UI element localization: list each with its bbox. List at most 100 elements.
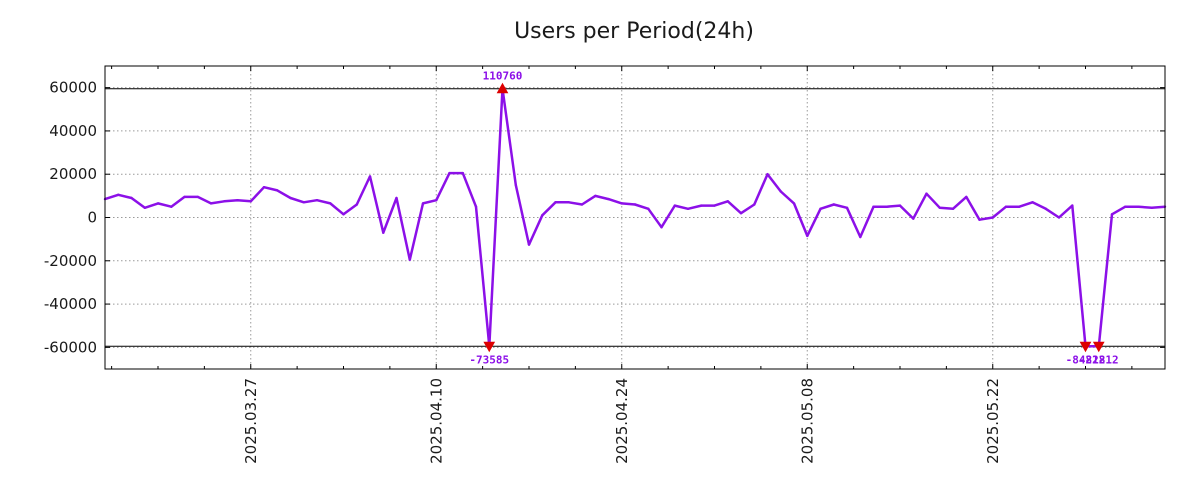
data-point bbox=[686, 207, 690, 210]
data-point bbox=[342, 213, 345, 216]
data-point bbox=[183, 195, 186, 199]
peak-marker bbox=[496, 82, 509, 94]
data-point bbox=[461, 171, 464, 175]
data-point bbox=[1137, 205, 1140, 208]
data-point bbox=[435, 199, 438, 202]
peak-marker bbox=[1079, 341, 1092, 353]
data-point bbox=[382, 231, 385, 234]
data-point bbox=[408, 258, 411, 261]
data-point bbox=[845, 206, 849, 209]
data-point bbox=[236, 199, 239, 202]
data-point bbox=[170, 205, 173, 208]
data-point bbox=[859, 235, 862, 239]
data-point bbox=[726, 200, 729, 203]
data-point bbox=[514, 183, 517, 187]
y-axis-labels: 60000 40000 20000 0 -20000 -40000 -60000 bbox=[44, 79, 97, 357]
data-point bbox=[806, 234, 809, 238]
y-tick-label: -40000 bbox=[44, 295, 97, 313]
data-point bbox=[395, 196, 398, 200]
data-point bbox=[143, 206, 146, 209]
y-tick-label: 20000 bbox=[49, 165, 97, 183]
data-point bbox=[925, 192, 928, 195]
data-point bbox=[700, 204, 703, 207]
data-point bbox=[1018, 205, 1021, 208]
data-point bbox=[541, 214, 544, 217]
peak-markers bbox=[483, 82, 1105, 353]
x-tick-label: 2025.04.10 bbox=[427, 378, 445, 464]
data-point bbox=[329, 202, 332, 205]
data-point bbox=[1057, 216, 1061, 219]
data-point bbox=[620, 202, 623, 205]
data-point bbox=[819, 207, 822, 210]
y-tick-label: -60000 bbox=[44, 338, 97, 356]
y-tick-label: 40000 bbox=[49, 122, 97, 140]
data-point bbox=[633, 203, 637, 206]
x-axis-labels: 2025.03.27 2025.04.10 2025.04.24 2025.05.08… bbox=[242, 378, 1002, 464]
data-point bbox=[368, 175, 372, 178]
data-point bbox=[196, 195, 199, 199]
data-point bbox=[302, 201, 305, 204]
grid bbox=[105, 66, 1165, 369]
data-point bbox=[991, 216, 994, 219]
annotation-label: -84222 bbox=[1066, 353, 1106, 366]
y-tick-label: -20000 bbox=[44, 252, 97, 270]
data-point bbox=[1110, 213, 1114, 216]
data-point bbox=[965, 195, 968, 199]
data-point bbox=[355, 203, 358, 206]
data-point bbox=[315, 199, 319, 202]
data-point bbox=[249, 200, 252, 203]
data-point bbox=[938, 206, 941, 209]
data-point bbox=[448, 171, 451, 175]
data-point bbox=[1150, 206, 1154, 209]
data-point bbox=[1124, 205, 1127, 208]
data-point bbox=[276, 189, 279, 192]
axis-ticks bbox=[105, 66, 1165, 369]
data-point bbox=[713, 204, 716, 207]
data-point bbox=[209, 202, 213, 205]
data-point bbox=[474, 205, 478, 208]
limit-lines bbox=[105, 88, 1165, 347]
annotation-label: -81812 bbox=[1079, 353, 1119, 366]
data-point bbox=[912, 217, 915, 220]
data-point bbox=[779, 190, 782, 193]
peak-marker bbox=[1092, 341, 1105, 353]
data-point bbox=[567, 201, 570, 204]
chart-title: Users per Period(24h) bbox=[514, 19, 754, 44]
data-point bbox=[1031, 201, 1034, 204]
data-point bbox=[832, 203, 835, 206]
y-tick-label: 60000 bbox=[49, 79, 97, 97]
data-point bbox=[660, 226, 663, 229]
data-point bbox=[262, 186, 266, 189]
x-tick-label: 2025.04.24 bbox=[613, 378, 631, 464]
data-point bbox=[607, 197, 610, 201]
peak-marker bbox=[483, 341, 496, 353]
data-point bbox=[739, 212, 743, 215]
data-point bbox=[1044, 207, 1048, 210]
data-point bbox=[594, 194, 597, 198]
annotations: 110760 -73585 -84222-81812 bbox=[469, 70, 1118, 367]
data-point bbox=[647, 207, 650, 210]
data-point bbox=[951, 207, 955, 210]
data-point bbox=[766, 173, 769, 176]
y-tick-label: 0 bbox=[87, 209, 97, 227]
data-point bbox=[156, 202, 160, 205]
data-point bbox=[872, 205, 875, 208]
data-point bbox=[885, 205, 888, 208]
data-point bbox=[527, 243, 531, 246]
data-point bbox=[554, 201, 557, 204]
data-point bbox=[898, 204, 902, 207]
annotation-label: -73585 bbox=[469, 353, 509, 366]
data-point bbox=[580, 203, 584, 206]
x-tick-label: 2025.03.27 bbox=[242, 378, 260, 464]
data-point bbox=[421, 202, 425, 205]
annotation-label: 110760 bbox=[483, 70, 523, 83]
data-point bbox=[673, 204, 676, 207]
x-tick-label: 2025.05.08 bbox=[798, 378, 816, 464]
data-point bbox=[1004, 205, 1008, 208]
data-point bbox=[289, 196, 292, 200]
data-point bbox=[1071, 204, 1074, 207]
x-tick-label: 2025.05.22 bbox=[984, 378, 1002, 464]
data-point bbox=[223, 200, 226, 203]
data-point bbox=[978, 218, 981, 221]
